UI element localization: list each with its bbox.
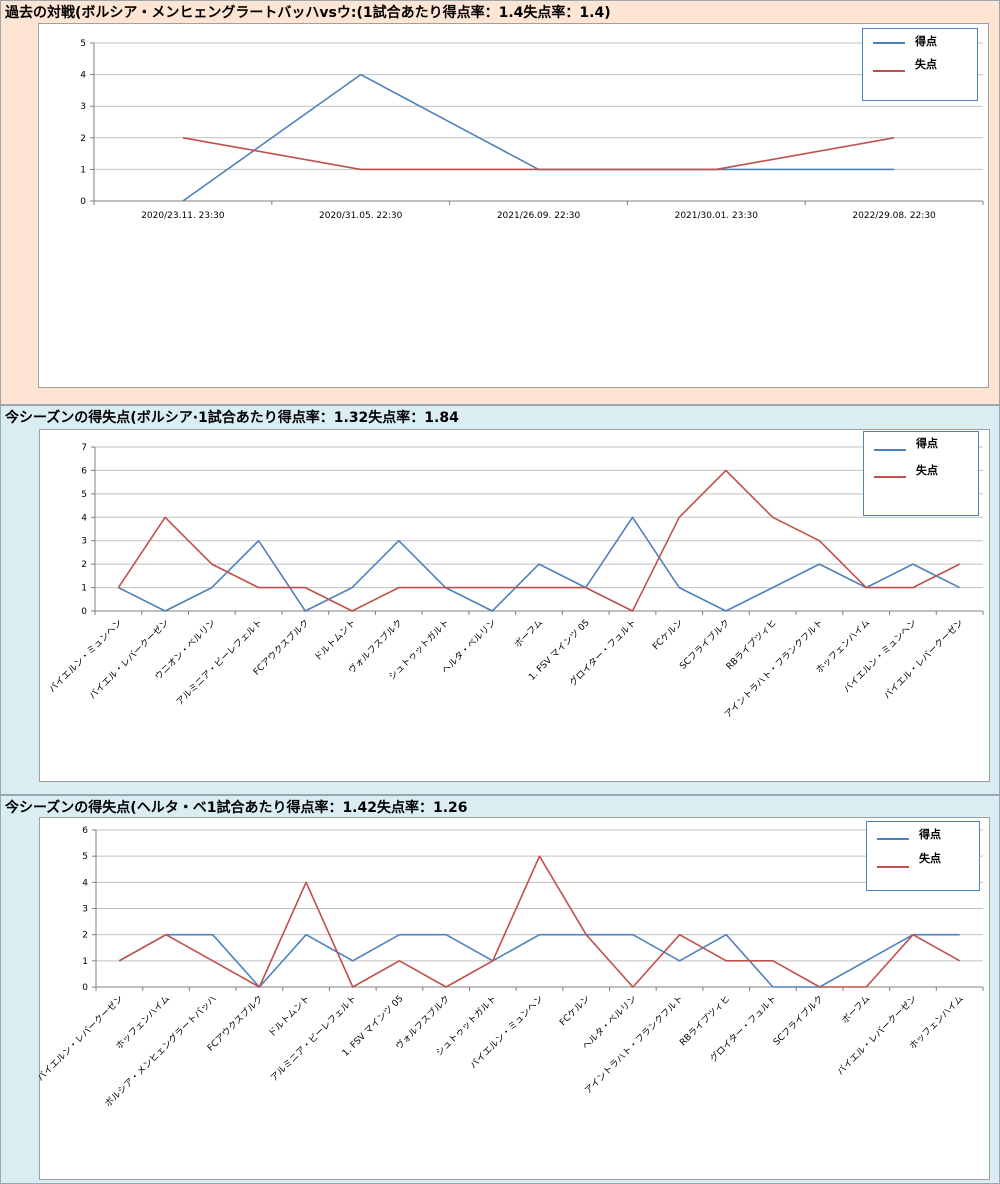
y-tick-label: 1 bbox=[80, 165, 86, 175]
y-tick-label: 0 bbox=[81, 607, 87, 617]
x-tick-label: ドルトムント bbox=[266, 993, 312, 1039]
y-tick-label: 5 bbox=[80, 39, 86, 49]
y-tick-label: 1 bbox=[82, 957, 88, 967]
x-tick-label: 2021/30.01. 23:30 bbox=[675, 211, 759, 221]
x-tick-label: バイエル・レバークーゼン bbox=[86, 617, 171, 702]
x-tick-label: バイエルン・レバークーゼン bbox=[34, 993, 125, 1084]
series-line-conceded bbox=[117, 469, 960, 612]
y-tick-label: 4 bbox=[82, 878, 88, 888]
y-tick-label: 3 bbox=[81, 537, 87, 547]
series-line-goals bbox=[118, 516, 960, 612]
past-matches-line-chart: 0 1 2 3 4 5 2020/23.11. 23:30 2020/31.05. 22:30… bbox=[80, 39, 984, 221]
past-matches-chart: 0 1 2 3 4 5 2020/23.11. 23:30 2020/31.05. 22:30… bbox=[38, 23, 989, 388]
y-tick-label: 0 bbox=[82, 983, 88, 993]
legend-goals-swatch bbox=[874, 449, 906, 451]
x-tick-label: 2020/23.11. 23:30 bbox=[141, 211, 225, 221]
y-tick-label: 4 bbox=[80, 71, 86, 81]
legend-item-conceded: 失点 bbox=[867, 850, 979, 870]
x-tick-label: RBライプツィヒ bbox=[724, 617, 779, 672]
legend-item-goals: 得点 bbox=[867, 826, 979, 846]
y-tick-label: 3 bbox=[80, 102, 86, 112]
x-tick-label: FCケルン bbox=[557, 993, 592, 1028]
legend-goals-label: 得点 bbox=[916, 437, 938, 450]
y-tick-label: 5 bbox=[81, 490, 87, 500]
x-tick-label: 2021/26.09. 22:30 bbox=[497, 211, 581, 221]
x-tick-label: アルミニア・ビーレフェルト bbox=[268, 993, 358, 1083]
x-tick-label: アイントラハト・フランクフルト bbox=[583, 993, 686, 1096]
gladbach-season-line-chart: 01234567バイエルン・ミュンヘンバイエル・レバークーゼンウニオン・ベルリン… bbox=[47, 443, 984, 720]
y-tick-label: 2 bbox=[80, 134, 86, 144]
y-tick-label: 6 bbox=[82, 826, 88, 836]
x-tick-label: SCフライブルク bbox=[771, 993, 826, 1048]
y-tick-label: 5 bbox=[82, 852, 88, 862]
gladbach-season-panel: 今シーズンの得失点(ボルシア·1試合あたり得点率：1.32失点率：1.84 0 1… bbox=[0, 405, 1000, 795]
legend-item-conceded: 失点 bbox=[863, 56, 977, 76]
legend-conceded-label: 失点 bbox=[919, 852, 941, 865]
y-tick-label: 7 bbox=[81, 443, 87, 453]
past-matches-panel: 過去の対戦(ボルシア・メンヒェングラートバッハvsウ:(1試合あたり得点率：1.… bbox=[0, 0, 1000, 405]
x-tick-label: RBライプツィヒ bbox=[678, 993, 733, 1048]
legend-conceded-swatch bbox=[873, 70, 905, 72]
y-tick-label: 6 bbox=[81, 466, 87, 476]
chart-title: 過去の対戦(ボルシア・メンヒェングラートバッハvsウ:(1試合あたり得点率：1.… bbox=[5, 5, 611, 21]
hertha-season-line-chart: 0123456バイエルン・レバークーゼンホッフェンハイムボルシア・メンヒェングラ… bbox=[34, 826, 984, 1109]
chart-title: 今シーズンの得失点(ヘルタ・ベ1試合あたり得点率：1.42失点率：1.26 bbox=[5, 800, 468, 816]
y-tick-label: 1 bbox=[81, 584, 87, 594]
legend-item-conceded: 失点 bbox=[864, 462, 978, 482]
legend-item-goals: 得点 bbox=[864, 435, 978, 455]
chart-legend: 得点 失点 bbox=[866, 821, 980, 891]
legend-conceded-label: 失点 bbox=[916, 464, 938, 477]
legend-conceded-label: 失点 bbox=[915, 58, 937, 71]
x-tick-label: SCフライブルク bbox=[677, 617, 732, 672]
x-tick-label: アルミニア・ビーレフェルト bbox=[174, 617, 264, 707]
series-line-conceded bbox=[118, 855, 961, 988]
x-tick-label: バイエル・レバークーゼン bbox=[834, 993, 919, 1078]
x-tick-label: ドルトムント bbox=[312, 617, 358, 663]
legend-goals-swatch bbox=[873, 42, 905, 44]
gladbach-season-chart: 0 1 2 3 4 5 6 7 バイエルン・ミュンヘン バイエル・レバークーゼン ウニオン・ベルリン… bbox=[39, 429, 990, 782]
x-tick-label: アイントラハト・フランクフルト bbox=[722, 617, 825, 720]
legend-conceded-swatch bbox=[877, 866, 909, 868]
y-tick-label: 3 bbox=[82, 905, 88, 915]
y-tick-label: 0 bbox=[80, 197, 86, 207]
x-tick-label: ボーフム bbox=[512, 617, 545, 650]
x-tick-label: FCケルン bbox=[650, 617, 685, 652]
legend-goals-swatch bbox=[877, 838, 909, 840]
series-line-conceded bbox=[182, 137, 895, 171]
chart-legend: 得点 失点 bbox=[863, 431, 979, 516]
hertha-season-panel: 今シーズンの得失点(ヘルタ・ベ1試合あたり得点率：1.42失点率：1.26 0 1… bbox=[0, 795, 1000, 1184]
y-tick-label: 2 bbox=[81, 560, 87, 570]
x-tick-label: 2020/31.05. 22:30 bbox=[319, 211, 403, 221]
y-tick-label: 2 bbox=[82, 931, 88, 941]
chart-legend: 得点 失点 bbox=[862, 28, 978, 101]
legend-item-goals: 得点 bbox=[863, 33, 977, 53]
x-tick-label: 2022/29.08. 22:30 bbox=[852, 211, 936, 221]
x-tick-label: ボーフム bbox=[840, 993, 873, 1026]
legend-goals-label: 得点 bbox=[915, 35, 937, 48]
x-tick-label: バイエル・レバークーゼン bbox=[881, 617, 966, 702]
chart-title: 今シーズンの得失点(ボルシア·1試合あたり得点率：1.32失点率：1.84 bbox=[5, 410, 459, 426]
legend-goals-label: 得点 bbox=[919, 828, 941, 841]
legend-conceded-swatch bbox=[874, 476, 906, 478]
y-tick-label: 4 bbox=[81, 513, 87, 523]
hertha-season-chart: 0 1 2 3 4 5 6 バイエルン・レバークーゼン ホッフェンハイム ボルシア・メンヒェングラ… bbox=[34, 817, 990, 1180]
